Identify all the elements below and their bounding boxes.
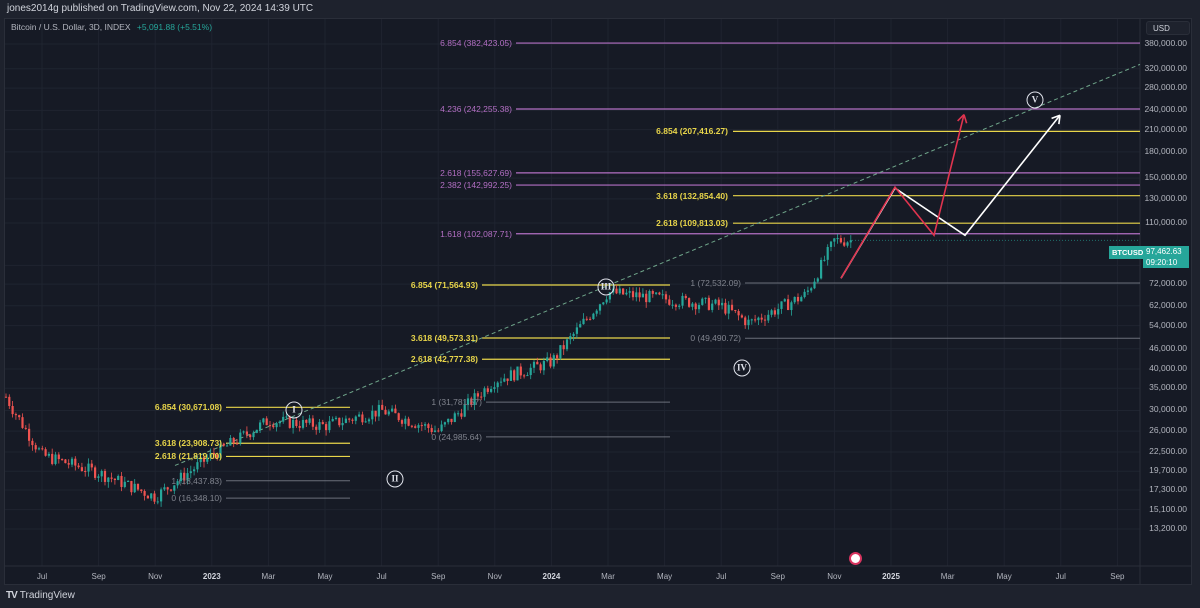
fib-level-label: 0 (16,348.10) xyxy=(171,493,222,504)
price-change: +5,091.88 (+5.51%) xyxy=(136,22,213,32)
price-tick: 35,000.00 xyxy=(1149,382,1187,393)
time-tick: May xyxy=(996,572,1012,581)
time-tick: Jul xyxy=(376,572,387,581)
tradingview-logo-icon: TV xyxy=(6,590,18,601)
time-tick: May xyxy=(317,572,333,581)
price-tick: 13,200.00 xyxy=(1149,523,1187,533)
time-tick: Mar xyxy=(940,572,955,581)
fib-level-label: 2.382 (142,992.25) xyxy=(440,180,512,191)
fib-level-label: 1.618 (102,087.71) xyxy=(440,228,512,239)
fib-level-label: 3.618 (49,573.31) xyxy=(410,332,478,343)
price-tick: 72,000.00 xyxy=(1149,278,1187,289)
price-tick: 180,000.00 xyxy=(1144,145,1187,156)
publish-bar: jones2014g published on TradingView.com,… xyxy=(0,0,1200,18)
symbol-legend: Bitcoin / U.S. Dollar, 3D, INDEX +5,091.… xyxy=(11,22,212,32)
time-tick: Sep xyxy=(1110,572,1125,581)
fib-level-label: 4.236 (242,255.38) xyxy=(440,103,512,114)
us-flag-event-icon[interactable] xyxy=(849,552,862,565)
fib-level-label: 0 (24,985.64) xyxy=(431,431,482,442)
fib-level-label: 2.618 (42,777.38) xyxy=(410,354,478,365)
fib-level-label: 2.618 (21,819.00) xyxy=(154,451,222,462)
price-tick: 22,500.00 xyxy=(1149,446,1187,457)
fib-level-label: 2.618 (155,627.69) xyxy=(440,167,512,178)
chart-pane[interactable] xyxy=(4,18,1192,585)
time-tick: Sep xyxy=(770,572,785,581)
time-tick: May xyxy=(657,572,673,581)
time-tick: Jul xyxy=(36,572,48,581)
bar-countdown: 09:20:10 xyxy=(1146,257,1178,267)
price-tick: 26,000.00 xyxy=(1149,425,1187,436)
price-tick: 210,000.00 xyxy=(1144,123,1187,134)
currency-button[interactable]: USD xyxy=(1146,21,1190,35)
price-tick: 320,000.00 xyxy=(1144,62,1187,73)
fib-level-label: 3.618 (132,854.40) xyxy=(656,190,728,201)
price-tick: 130,000.00 xyxy=(1144,192,1187,203)
price-tick: 62,000.00 xyxy=(1149,299,1187,310)
time-tick: Nov xyxy=(148,572,163,581)
fib-level-label: 1 (31,781.57) xyxy=(431,397,482,408)
price-tick: 150,000.00 xyxy=(1144,172,1187,183)
time-tick: Jul xyxy=(1055,572,1066,581)
time-tick: 2023 xyxy=(202,572,221,581)
price-tick: 280,000.00 xyxy=(1144,82,1187,93)
fib-level-label: 0 (49,490.72) xyxy=(690,333,741,344)
tradingview-brand[interactable]: TV TradingView xyxy=(6,590,75,601)
fib-level-label: 2.618 (109,813.03) xyxy=(656,218,728,229)
wave-label-v: V xyxy=(1026,91,1044,109)
wave-label-iii: III xyxy=(597,278,615,296)
fib-level-label: 1 (72,532.09) xyxy=(690,278,741,289)
last-price: 97,462.63 xyxy=(1146,247,1182,256)
price-tick: 30,000.00 xyxy=(1149,404,1187,415)
publish-info: jones2014g published on TradingView.com,… xyxy=(7,3,314,14)
symbol-price-tag: BTCUSD xyxy=(1109,246,1147,259)
price-tick: 54,000.00 xyxy=(1149,319,1187,330)
last-price-tag: 97,462.63 09:20:10 xyxy=(1143,246,1189,268)
price-tick: 19,700.00 xyxy=(1149,465,1187,476)
price-tick: 17,300.00 xyxy=(1149,483,1187,494)
time-tick: Mar xyxy=(601,572,615,581)
footer xyxy=(0,585,1200,608)
fib-level-label: 6.854 (71,564.93) xyxy=(410,279,478,290)
price-tick: 380,000.00 xyxy=(1144,38,1187,48)
price-tick: 15,100.00 xyxy=(1149,503,1187,514)
time-tick: Mar xyxy=(261,572,276,581)
symbol-title: Bitcoin / U.S. Dollar, 3D, INDEX xyxy=(11,22,131,32)
time-tick: 2024 xyxy=(542,572,561,581)
wave-label-iv: IV xyxy=(733,359,751,377)
brand-name: TradingView xyxy=(19,590,75,601)
fib-level-label: 6.854 (207,416.27) xyxy=(656,126,728,137)
time-tick: Nov xyxy=(487,572,502,581)
time-tick: Sep xyxy=(431,572,446,581)
wave-label-ii: II xyxy=(386,470,404,488)
fib-level-label: 6.854 (382,423.05) xyxy=(440,38,512,49)
fib-level-label: 1 (18,437.83) xyxy=(171,475,222,486)
fib-level-label: 3.618 (23,908.73) xyxy=(154,438,222,449)
time-tick: Sep xyxy=(91,572,106,581)
time-tick: 2025 xyxy=(882,572,900,581)
time-tick: Nov xyxy=(827,572,842,581)
price-tick: 46,000.00 xyxy=(1149,342,1187,353)
time-tick: Jul xyxy=(716,572,727,581)
price-tick: 110,000.00 xyxy=(1145,216,1187,227)
price-tick: 240,000.00 xyxy=(1144,104,1187,115)
wave-label-i: I xyxy=(285,401,303,419)
price-tick: 40,000.00 xyxy=(1149,362,1187,373)
fib-level-label: 6.854 (30,671.08) xyxy=(154,402,222,413)
